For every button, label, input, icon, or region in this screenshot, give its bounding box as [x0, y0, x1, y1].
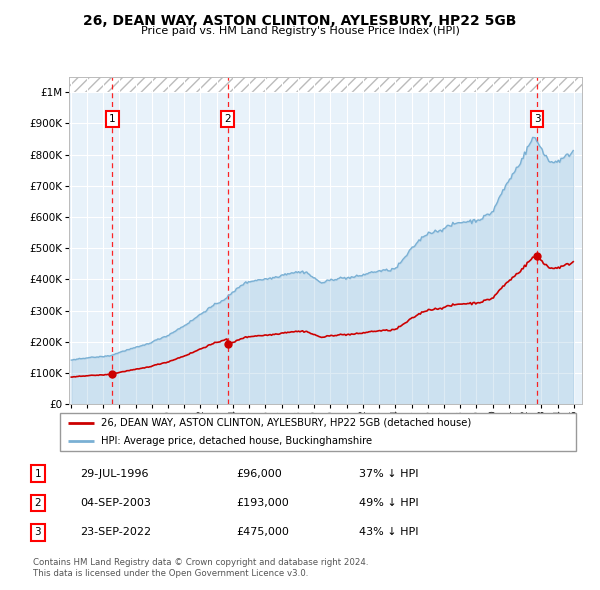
Text: £96,000: £96,000 [236, 469, 282, 478]
Text: 23-SEP-2022: 23-SEP-2022 [80, 527, 151, 537]
Text: 1: 1 [109, 114, 116, 124]
Text: HPI: Average price, detached house, Buckinghamshire: HPI: Average price, detached house, Buck… [101, 437, 373, 447]
FancyBboxPatch shape [60, 413, 576, 451]
Bar [69, 77, 582, 92]
Text: 29-JUL-1996: 29-JUL-1996 [80, 469, 148, 478]
Text: 3: 3 [533, 114, 541, 124]
Text: 3: 3 [35, 527, 41, 537]
Text: 26, DEAN WAY, ASTON CLINTON, AYLESBURY, HP22 5GB (detached house): 26, DEAN WAY, ASTON CLINTON, AYLESBURY, … [101, 418, 472, 428]
Text: Contains HM Land Registry data © Crown copyright and database right 2024.: Contains HM Land Registry data © Crown c… [33, 558, 368, 566]
Text: 1: 1 [35, 469, 41, 478]
Text: This data is licensed under the Open Government Licence v3.0.: This data is licensed under the Open Gov… [33, 569, 308, 578]
Text: Price paid vs. HM Land Registry's House Price Index (HPI): Price paid vs. HM Land Registry's House … [140, 26, 460, 36]
Text: 04-SEP-2003: 04-SEP-2003 [80, 498, 151, 508]
Text: £475,000: £475,000 [236, 527, 289, 537]
Text: 2: 2 [35, 498, 41, 508]
Text: 43% ↓ HPI: 43% ↓ HPI [359, 527, 418, 537]
Text: 26, DEAN WAY, ASTON CLINTON, AYLESBURY, HP22 5GB: 26, DEAN WAY, ASTON CLINTON, AYLESBURY, … [83, 14, 517, 28]
Text: 37% ↓ HPI: 37% ↓ HPI [359, 469, 418, 478]
Text: 49% ↓ HPI: 49% ↓ HPI [359, 498, 418, 508]
Text: £193,000: £193,000 [236, 498, 289, 508]
Text: 2: 2 [224, 114, 231, 124]
